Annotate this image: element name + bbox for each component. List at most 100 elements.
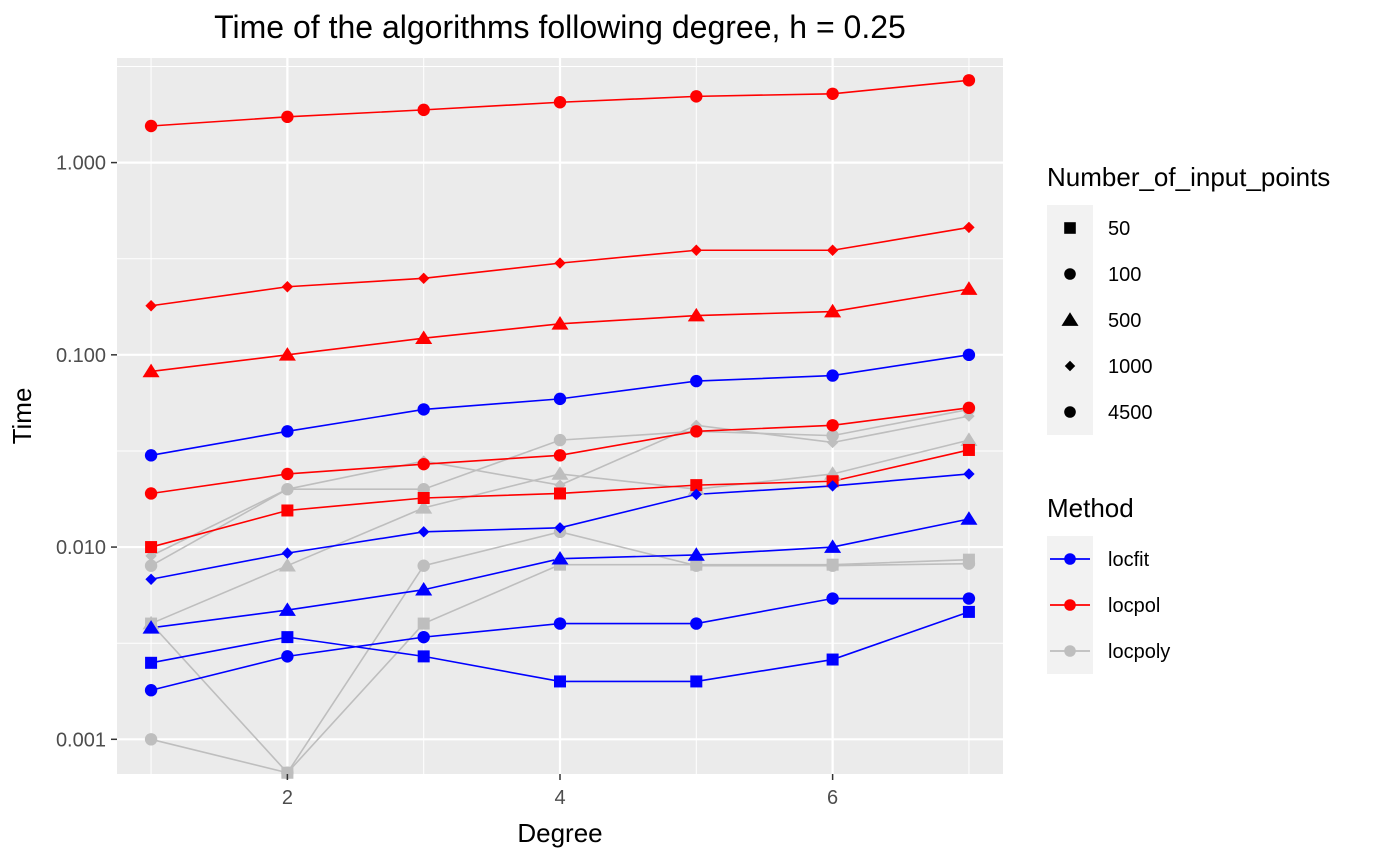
data-point-locpol-50: [281, 504, 294, 517]
data-point-locpol-100: [553, 449, 567, 462]
data-point-locpol-50: [145, 541, 158, 554]
data-point-locpoly-4500: [553, 433, 567, 447]
data-point-locfit-50: [962, 605, 975, 618]
data-point-locpol-50: [690, 479, 703, 492]
legend-shape-key-1000: [1064, 360, 1076, 372]
data-point-locpoly-50: [962, 553, 975, 566]
data-point-locfit-1000: [145, 573, 157, 585]
data-point-locfit-1000: [963, 468, 975, 480]
chart-title: Time of the algorithms following degree,…: [214, 9, 906, 45]
data-point-locpol-50: [554, 487, 566, 500]
legend-label-100: 100: [1108, 264, 1141, 286]
data-point-locfit-4500: [417, 403, 430, 416]
legend-shape-key-100: [1064, 268, 1076, 280]
y-tick-label: 0.100: [56, 345, 106, 367]
x-axis-title: Degree: [517, 818, 602, 848]
data-point-locpol-4500: [690, 90, 703, 103]
data-point-locfit-100: [826, 592, 839, 605]
data-point-locfit-1000: [554, 522, 566, 534]
data-point-locfit-100: [281, 650, 294, 663]
legend-number-of-input-points: Number_of_input_points 50 100 500 1000 4500: [1047, 162, 1330, 435]
data-point-locpoly-1000: [145, 550, 157, 562]
data-point-locfit-100: [553, 617, 567, 630]
data-point-locpol-4500: [826, 87, 839, 100]
data-point-locpoly-1000: [281, 483, 294, 495]
legend-label-locpoly: locpoly: [1108, 641, 1170, 663]
data-point-locpol-100: [281, 467, 294, 481]
data-point-locpol-1000: [281, 281, 294, 293]
x-tick-label: 6: [827, 787, 838, 809]
data-point-locpoly-500: [278, 557, 296, 572]
data-point-locpoly-1000: [826, 436, 839, 449]
data-point-locfit-50: [690, 675, 703, 688]
data-point-locpoly-50: [690, 558, 703, 571]
data-points: [142, 74, 978, 779]
legend-title-number-of-input-points: Number_of_input_points: [1047, 162, 1330, 192]
legend-label-4500: 4500: [1108, 402, 1153, 424]
legend-color-key-locfit: [1064, 553, 1076, 565]
y-tick-label: 1.000: [56, 153, 106, 175]
legend-shape-key-50: [1064, 222, 1076, 234]
data-point-locpol-500: [142, 363, 160, 378]
data-point-locpol-1000: [554, 257, 566, 269]
data-point-locfit-500: [824, 539, 842, 553]
data-point-locfit-4500: [144, 449, 158, 462]
data-point-locpol-50: [962, 443, 975, 456]
data-point-locfit-4500: [962, 348, 976, 362]
data-point-locpol-100: [826, 419, 839, 432]
data-point-locpoly-500: [551, 466, 569, 480]
data-point-locfit-500: [278, 602, 296, 616]
data-point-locfit-50: [554, 675, 566, 688]
data-point-locfit-4500: [553, 392, 567, 406]
legend-label-50: 50: [1108, 218, 1130, 240]
data-point-locpol-500: [687, 307, 705, 322]
data-point-locfit-50: [145, 656, 158, 669]
data-point-locfit-50: [281, 631, 294, 644]
data-point-locfit-100: [417, 630, 430, 644]
data-point-locpol-500: [824, 303, 842, 318]
data-point-locpol-500: [278, 347, 296, 361]
axes: 2 4 6 0.001 0.010 0.100 1.000: [56, 153, 838, 809]
data-point-locfit-500: [960, 511, 978, 525]
x-tick-label: 2: [282, 787, 293, 809]
legend-method: Method locfit locpol locpoly: [1047, 493, 1170, 674]
data-point-locpol-500: [960, 281, 978, 295]
data-point-locfit-1000: [281, 547, 294, 559]
data-point-locfit-1000: [417, 526, 430, 538]
data-point-locpoly-4500: [826, 429, 839, 442]
data-point-locfit-1000: [690, 488, 703, 501]
data-point-locfit-4500: [281, 425, 294, 438]
data-point-locpol-1000: [963, 221, 975, 234]
data-point-locpol-4500: [144, 119, 158, 133]
legend-shape-key-4500: [1064, 406, 1076, 418]
data-point-locfit-100: [962, 592, 976, 605]
legend-color-key-locpoly: [1064, 645, 1076, 657]
data-point-locpol-50: [417, 491, 430, 504]
data-point-locfit-4500: [826, 369, 839, 382]
legend-label-locfit: locfit: [1108, 549, 1150, 571]
data-point-locfit-100: [690, 617, 703, 630]
data-point-locfit-50: [826, 653, 839, 666]
data-point-locpol-1000: [417, 272, 430, 285]
data-point-locpol-500: [551, 316, 569, 330]
data-point-locfit-4500: [690, 374, 703, 388]
data-point-locpol-4500: [962, 74, 976, 87]
legend-color-key-locpol: [1064, 599, 1076, 611]
data-point-locpoly-50: [281, 766, 294, 779]
x-tick-label: 4: [554, 787, 565, 809]
data-point-locpol-500: [415, 330, 433, 345]
data-point-locpoly-100: [144, 733, 158, 746]
data-point-locpoly-4500: [144, 559, 158, 572]
data-point-locpoly-500: [960, 432, 978, 446]
data-point-locpoly-500: [415, 500, 433, 514]
legend-label-1000: 1000: [1108, 356, 1153, 378]
legend-label-500: 500: [1108, 310, 1141, 332]
data-point-locfit-500: [142, 620, 160, 634]
data-point-locpol-1000: [826, 244, 839, 256]
data-point-locpol-100: [144, 487, 158, 500]
data-point-locfit-50: [417, 650, 430, 663]
data-point-locpol-100: [690, 425, 703, 438]
y-tick-label: 0.010: [56, 537, 106, 559]
data-point-locpol-100: [417, 457, 430, 471]
